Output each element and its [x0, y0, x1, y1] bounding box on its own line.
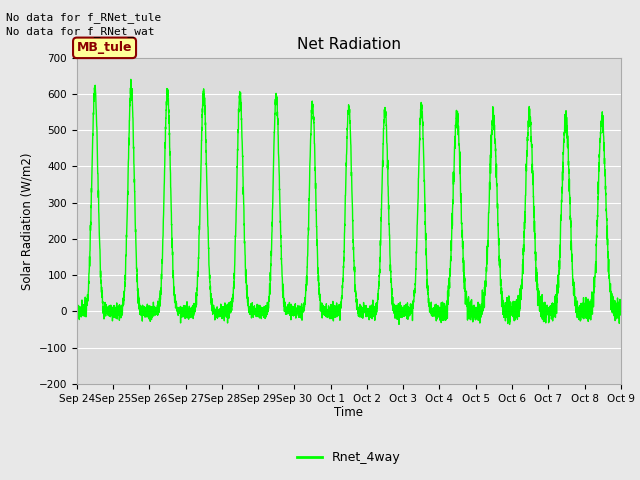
Y-axis label: Solar Radiation (W/m2): Solar Radiation (W/m2): [20, 152, 33, 289]
Text: No data for f_RNet_tule: No data for f_RNet_tule: [6, 12, 162, 23]
X-axis label: Time: Time: [334, 407, 364, 420]
Title: Net Radiation: Net Radiation: [297, 37, 401, 52]
Text: No data for f_RNet_wat: No data for f_RNet_wat: [6, 26, 155, 37]
Legend: Rnet_4way: Rnet_4way: [292, 446, 406, 469]
Text: MB_tule: MB_tule: [77, 41, 132, 54]
